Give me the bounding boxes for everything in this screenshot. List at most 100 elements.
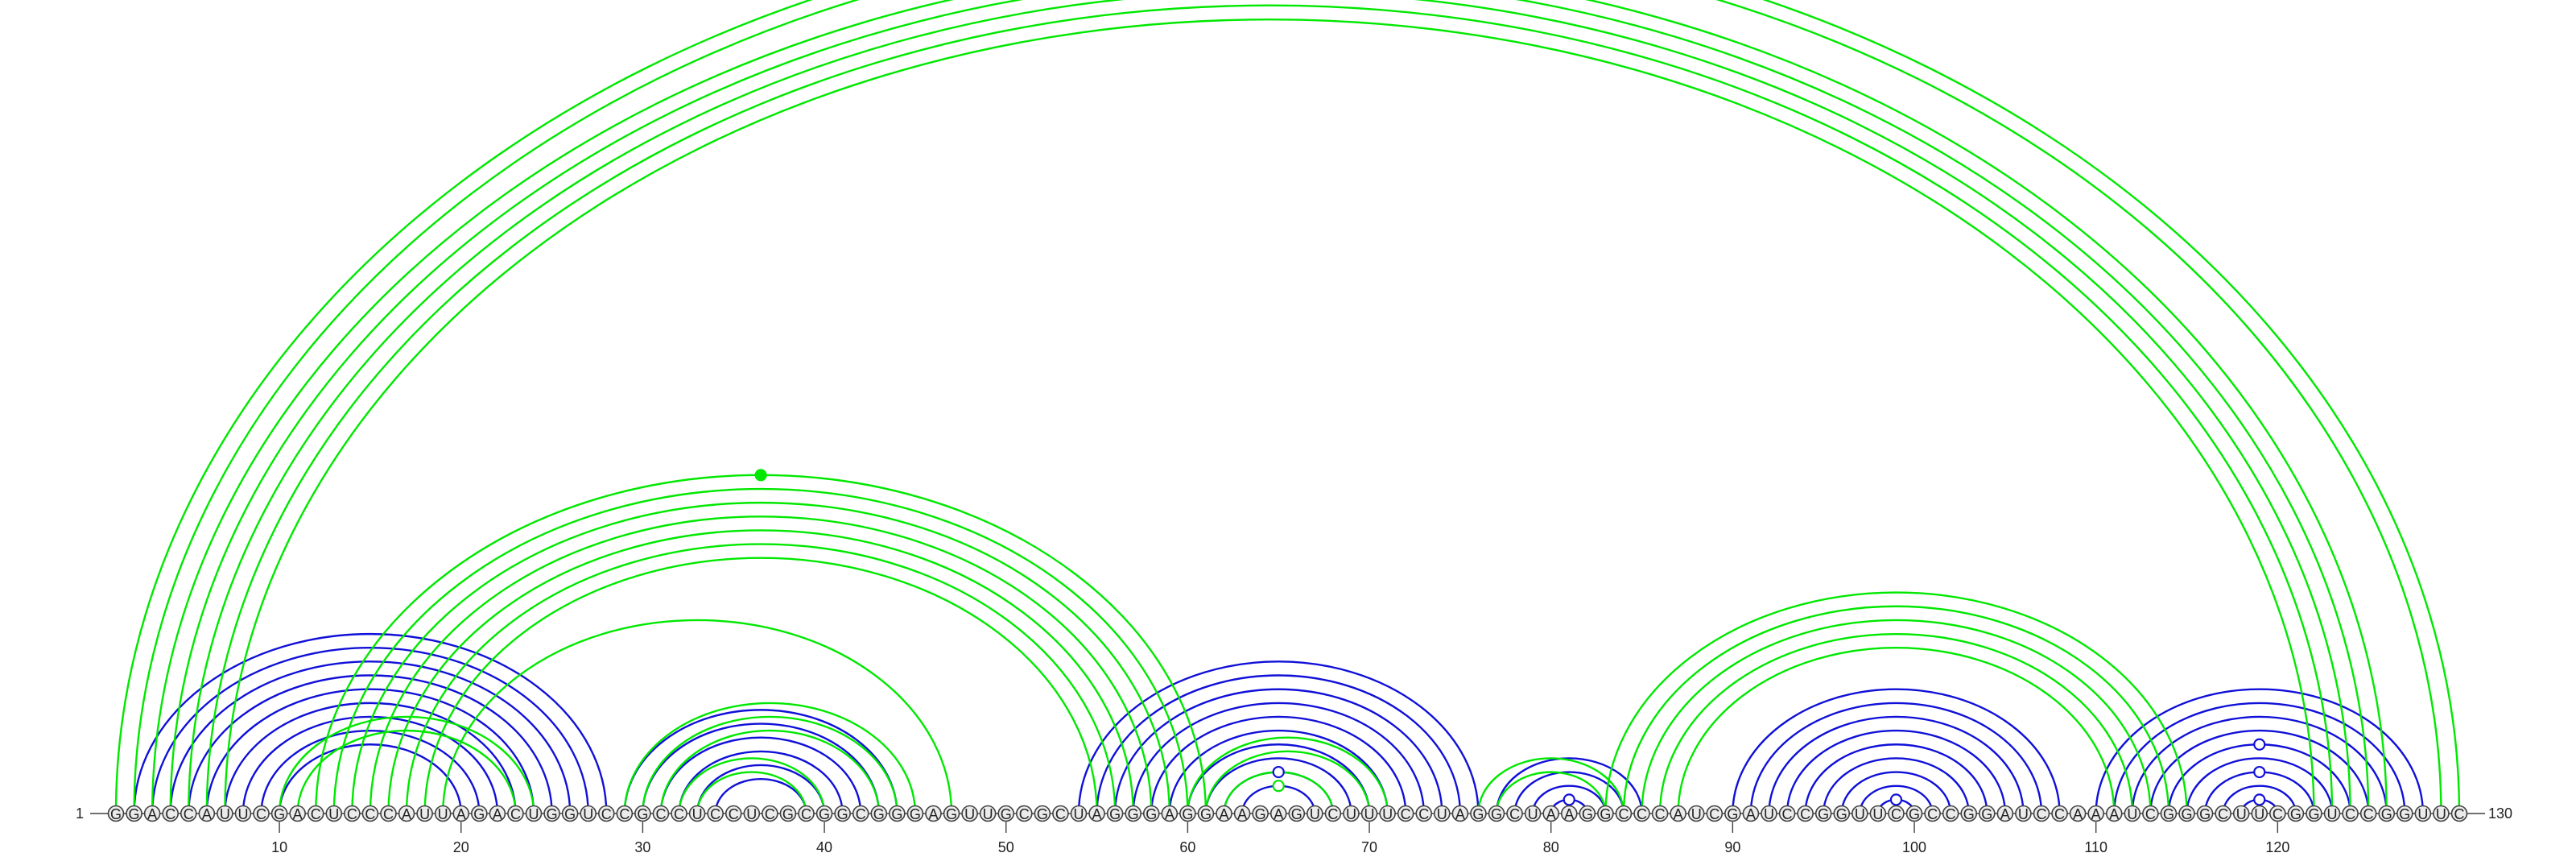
nucleotide-letter: G — [637, 806, 648, 822]
nucleotide-circle — [2142, 805, 2159, 822]
nucleotide: G — [561, 805, 579, 822]
nucleotide: G — [1597, 805, 1614, 822]
nucleotide-circle — [1597, 805, 1614, 822]
nucleotide-circle — [1288, 805, 1306, 822]
nucleotide-circle — [2251, 805, 2268, 822]
blue-arc — [1096, 674, 1462, 814]
nucleotide-circle — [870, 805, 888, 822]
green-arc — [332, 487, 1189, 814]
green-arc — [205, 4, 2334, 814]
nucleotide-letter: C — [256, 806, 266, 822]
nucleotide-letter: C — [2218, 806, 2228, 822]
nucleotide-letter: G — [110, 806, 122, 822]
nucleotide-circle — [762, 805, 778, 822]
nucleotide-letter: C — [2363, 806, 2374, 822]
nucleotide: C — [2051, 805, 2068, 822]
nucleotide-letter: A — [928, 806, 938, 822]
nucleotide-letter: G — [2399, 806, 2410, 822]
green-apex-marker — [754, 469, 767, 482]
nucleotide-circle — [834, 805, 851, 822]
nucleotide-circle — [1324, 805, 1342, 822]
nucleotide: G — [2160, 805, 2178, 822]
nucleotide-circle — [2087, 805, 2104, 822]
nucleotide-circle — [979, 805, 997, 822]
nucleotide-letter: A — [2091, 806, 2101, 822]
nucleotide-letter: U — [220, 806, 230, 822]
nucleotide-letter: G — [2182, 806, 2193, 822]
nucleotide: G — [634, 805, 651, 822]
nucleotide-letter: G — [1001, 806, 1012, 822]
nucleotide: C — [671, 805, 687, 822]
nucleotide: C — [2269, 805, 2286, 822]
nucleotide-letter: G — [1109, 806, 1121, 822]
nucleotide-circle — [2015, 805, 2032, 822]
green-arc — [1658, 633, 2134, 814]
blue-apex-marker — [2253, 793, 2266, 806]
nucleotide: C — [380, 805, 397, 822]
nucleotide-circle — [906, 805, 924, 822]
green-arc — [352, 503, 1169, 814]
nucleotide: C — [1052, 805, 1069, 822]
nucleotide-letter: G — [1963, 806, 1975, 822]
nucleotide-letter: C — [729, 806, 739, 822]
nucleotide-letter: C — [619, 806, 630, 822]
nucleotide-letter: C — [674, 806, 684, 822]
nucleotide: U — [1434, 805, 1451, 822]
nucleotide: U — [580, 805, 597, 822]
nucleotide-circle — [398, 805, 415, 822]
nucleotide-letter: A — [1546, 806, 1556, 822]
nucleotide-letter: U — [692, 806, 703, 822]
nucleotide: A — [2105, 805, 2123, 822]
nucleotide-letter: C — [856, 806, 866, 822]
nucleotide-circle — [2178, 805, 2195, 822]
nucleotide-letter: C — [1327, 806, 1338, 822]
blue-arc — [1132, 702, 1425, 814]
nucleotide-circle — [1814, 805, 1832, 822]
tick-label: 30 — [634, 839, 650, 855]
nucleotide: G — [1960, 805, 1978, 822]
green-arc — [1677, 647, 2116, 814]
nucleotide-letter: C — [2054, 806, 2065, 822]
blue-arc — [1113, 688, 1443, 814]
green-arc — [423, 557, 1098, 814]
nucleotide-letter: C — [1401, 806, 1411, 822]
nucleotide-circle — [1269, 805, 1287, 822]
nucleotide: A — [1088, 805, 1105, 822]
nucleotide-letter: G — [1981, 806, 1992, 822]
nucleotide-letter: C — [801, 806, 811, 822]
nucleotide: C — [1015, 805, 1033, 822]
nucleotide: C — [798, 805, 815, 822]
nucleotide-circle — [1179, 805, 1196, 822]
nucleotide: A — [1670, 805, 1686, 822]
nucleotide-letter: U — [983, 806, 993, 822]
nucleotide: G — [1125, 805, 1141, 822]
nucleotide-circle — [2450, 805, 2468, 822]
nucleotide-circle — [1088, 805, 1105, 822]
nucleotide: A — [489, 805, 506, 822]
nucleotide-letter: G — [1582, 806, 1593, 822]
nucleotide: A — [1560, 805, 1578, 822]
nucleotide-circle — [1343, 805, 1360, 822]
nucleotide-letter: G — [1836, 806, 1847, 822]
nucleotide: U — [1687, 805, 1705, 822]
nucleotide-letter: C — [2036, 806, 2046, 822]
nucleotide-letter: U — [1364, 806, 1375, 822]
nucleotide-letter: A — [1220, 806, 1229, 822]
nucleotide-letter: U — [1764, 806, 1774, 822]
nucleotide: U — [2232, 805, 2250, 822]
nucleotide: G — [1833, 805, 1851, 822]
ticks-layer: 10 20 30 40 50 60 70 80 90 100 110 120 — [271, 822, 2289, 855]
nucleotide: U — [2124, 805, 2141, 822]
nucleotide-circle — [1233, 805, 1251, 822]
green-arc — [1604, 591, 2188, 814]
nucleotide-circle — [1415, 805, 1433, 822]
tick-label: 120 — [2265, 839, 2289, 855]
nucleotide: C — [2033, 805, 2050, 822]
nucleotide: G — [1488, 805, 1505, 822]
nucleotide: U — [743, 805, 761, 822]
nucleotide: U — [961, 805, 978, 822]
blue-apex-marker — [2253, 738, 2266, 751]
nucleotide-circle — [1978, 805, 1996, 822]
